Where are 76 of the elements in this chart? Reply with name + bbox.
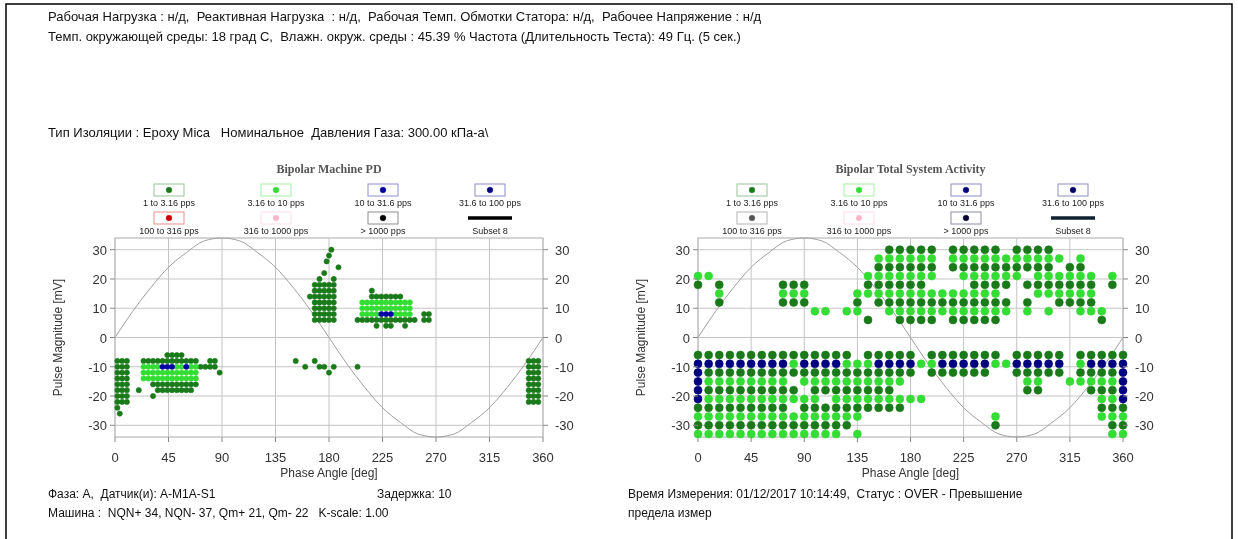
y-axis-title: Pulse Magnitude [mV] [634, 278, 648, 397]
y-tick-label: -10 [671, 359, 690, 375]
y2-tick-label: 30 [1135, 242, 1150, 258]
y-tick-label: 20 [92, 271, 107, 287]
legend-label: 100 to 316 pps [722, 226, 783, 236]
y-tick-label: -10 [88, 359, 107, 375]
x-tick-label: 0 [111, 450, 119, 465]
legend-label: 1 to 3.16 pps [725, 198, 779, 208]
x-tick-label: 45 [161, 450, 176, 465]
legend-label: 1 to 3.16 pps [142, 198, 196, 208]
y2-tick-label: -10 [1135, 359, 1154, 375]
x-tick-label: 90 [214, 450, 230, 465]
x-tick-label: 180 [899, 450, 922, 465]
x-tick-label: 225 [371, 450, 394, 465]
legend-label: 100 to 316 pps [139, 226, 200, 236]
legend-label: 10 to 31.6 pps [937, 198, 996, 208]
chart-title: Bipolar Total System Activity [835, 162, 986, 176]
legend-label: 316 to 1000 pps [243, 226, 309, 236]
y2-tick-label: -20 [1135, 389, 1154, 405]
text: Задержка: 10 [377, 487, 452, 501]
y2-tick-label: 10 [1135, 301, 1150, 317]
x-axis-title: Phase Angle [deg] [861, 466, 960, 480]
legend-label: 3.16 to 10 pps [247, 198, 306, 208]
chart-title: Bipolar Machine PD [276, 162, 382, 176]
y2-tick-label: -30 [1135, 418, 1154, 434]
text: Тип Изоляции : Epoxy Mica Номинальное Давления Газа: 300.00 кПа-а\ [48, 125, 489, 140]
y-tick-label: 10 [92, 301, 107, 317]
y2-tick-label: 0 [1135, 330, 1143, 346]
legend-label: Subset 8 [472, 226, 508, 236]
legend-label: 3.16 to 10 pps [830, 198, 889, 208]
legend-label: 31.6 to 100 pps [1041, 198, 1105, 208]
text: Фаза: A, Датчик(и): A-M1A-S1 [48, 487, 216, 501]
y2-tick-label: 20 [555, 271, 570, 287]
legend-label: > 1000 pps [360, 226, 406, 236]
x-tick-label: 225 [952, 450, 975, 465]
y-tick-label: 10 [675, 301, 690, 317]
y-tick-label: 30 [675, 242, 690, 258]
legend-label: 10 to 31.6 pps [354, 198, 413, 208]
y-tick-label: -20 [671, 389, 690, 405]
text: Время Измерения: 01/12/2017 10:14:49, Статус : OVER - Превышение [628, 487, 1023, 501]
y-axis-title: Pulse Magnitude [mV] [51, 278, 65, 397]
y2-tick-label: -10 [555, 359, 574, 375]
y2-tick-label: 30 [555, 242, 570, 258]
legend-label: > 1000 pps [943, 226, 989, 236]
x-tick-label: 270 [1005, 450, 1028, 465]
x-tick-label: 315 [1059, 450, 1081, 465]
y-tick-label: -30 [88, 418, 107, 434]
text: Машина : NQN+ 34, NQN- 37, Qm+ 21, Qm- 22 K-scale: 1.00 [48, 506, 389, 520]
y-tick-label: -20 [88, 389, 107, 405]
y2-tick-label: 20 [1135, 271, 1150, 287]
x-tick-label: 45 [743, 450, 759, 465]
y-tick-label: 30 [92, 242, 107, 258]
x-axis-title: Phase Angle [deg] [280, 466, 378, 480]
legend-label: 316 to 1000 pps [826, 226, 892, 236]
y-tick-label: -30 [671, 418, 690, 434]
text: предела измер [628, 506, 712, 520]
y-tick-label: 20 [675, 271, 690, 287]
x-tick-label: 0 [694, 450, 702, 465]
x-tick-label: 270 [425, 450, 447, 465]
y2-tick-label: -20 [555, 389, 574, 405]
text: Рабочая Нагрузка : н/д, Реактивная Нагрузка : н/д, Рабочая Темп. Обмотки Статора: н/д, Рабочее Напряжение : н/д [48, 9, 762, 24]
legend-label: Subset 8 [1055, 226, 1091, 236]
y2-tick-label: 10 [555, 301, 570, 317]
x-tick-label: 90 [797, 450, 812, 465]
text: Темп. окружающей среды: 18 град С, Влажн. окруж. среды : 45.39 % Частота (Длительность Теста): 49 Гц. (5 сек.) [48, 29, 741, 44]
x-tick-label: 135 [846, 450, 869, 465]
x-tick-label: 315 [478, 450, 501, 465]
x-tick-label: 180 [318, 450, 340, 465]
x-tick-label: 135 [264, 450, 287, 465]
y2-tick-label: -30 [555, 418, 574, 434]
x-tick-label: 360 [1112, 450, 1134, 465]
legend-label: 31.6 to 100 pps [458, 198, 522, 208]
y-tick-label: 0 [682, 330, 690, 346]
x-tick-label: 360 [532, 450, 554, 465]
y2-tick-label: 0 [555, 330, 563, 346]
y-tick-label: 0 [99, 330, 107, 346]
